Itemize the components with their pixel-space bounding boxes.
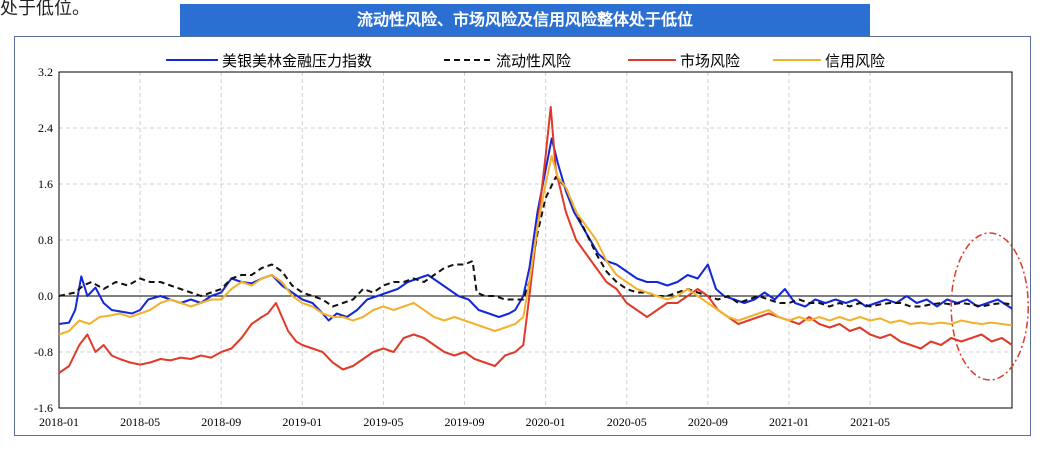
x-tick-label: 2018-05	[120, 415, 160, 429]
legend-label-1: 流动性风险	[496, 52, 571, 70]
series-line-3	[59, 156, 1012, 335]
x-tick-label: 2021-05	[850, 415, 890, 429]
x-tick-label: 2019-01	[282, 415, 322, 429]
x-tick-label: 2018-09	[201, 415, 241, 429]
y-tick-label: 2.4	[38, 121, 53, 135]
y-tick-label: -0.8	[34, 345, 53, 359]
x-tick-label: 2019-05	[363, 415, 403, 429]
x-tick-label: 2019-09	[445, 415, 485, 429]
y-tick-label: 0.8	[38, 233, 53, 247]
y-tick-label: 0.0	[38, 289, 53, 303]
annotation-layer	[951, 233, 1028, 380]
y-tick-label: 3.2	[38, 65, 53, 79]
legend-label-2: 市场风险	[680, 52, 740, 70]
legend-label-0: 美银美林金融压力指数	[222, 52, 372, 70]
legend-label-3: 信用风险	[825, 52, 885, 70]
x-tick-label: 2020-05	[607, 415, 647, 429]
x-tick-label: 2021-01	[769, 415, 809, 429]
x-tick-label: 2018-01	[39, 415, 79, 429]
x-tick-label: 2020-01	[526, 415, 566, 429]
legend: 美银美林金融压力指数 流动性风险 市场风险 信用风险	[166, 52, 885, 70]
y-tick-label: 1.6	[38, 177, 53, 191]
highlight-ellipse	[951, 233, 1028, 380]
x-tick-label: 2020-09	[688, 415, 728, 429]
y-tick-label: -1.6	[34, 401, 53, 415]
